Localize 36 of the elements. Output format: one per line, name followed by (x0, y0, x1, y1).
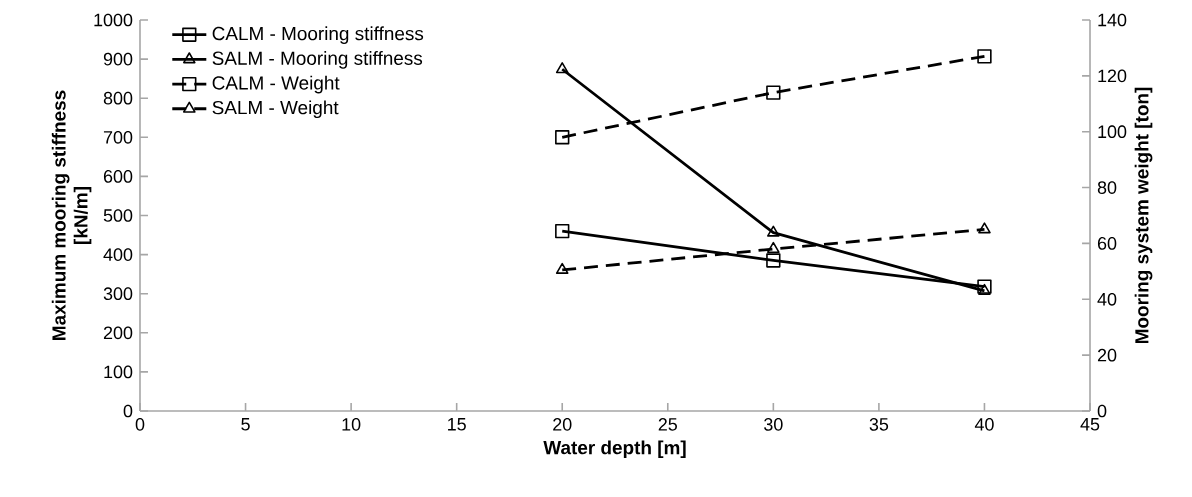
x-tick-label: 5 (241, 418, 250, 431)
y2-tick-label: 80 (1097, 181, 1117, 194)
legend-label: SALM - Weight (212, 100, 339, 119)
x-tick-label: 40 (974, 418, 994, 431)
y-tick-label: 200 (103, 326, 133, 340)
x-tick-label: 45 (1080, 418, 1100, 431)
y-tick-label: 0 (123, 404, 133, 418)
y2-tick-label: 60 (1097, 237, 1117, 250)
y2-tick-label: 140 (1098, 13, 1127, 27)
x-axis-title: Water depth [m] (543, 440, 686, 459)
y2-tick-label: 0 (1097, 404, 1107, 418)
y-axis-title: Maximum mooring stiffness [kN/m] (51, 90, 92, 340)
y-tick-label: 800 (103, 91, 133, 105)
y-tick-label: 300 (103, 287, 133, 301)
x-tick-label: 30 (764, 418, 783, 431)
legend-label: SALM - Mooring stiffness (212, 51, 423, 69)
y2-tick-label: 120 (1098, 69, 1127, 83)
y-tick-label: 600 (103, 170, 133, 183)
legend-label: CALM - Weight (212, 75, 340, 94)
y-tick-label: 900 (103, 52, 133, 66)
x-tick-label: 35 (869, 418, 889, 431)
y-tick-label: 100 (104, 365, 133, 379)
y2-tick-label: 20 (1097, 348, 1117, 362)
y2-tick-label: 40 (1097, 292, 1117, 306)
legend-label: CALM - Mooring stiffness (212, 26, 424, 45)
y-tick-label: 700 (103, 130, 133, 144)
y2-axis-title: Mooring system weight [ton] (1134, 87, 1153, 344)
x-tick-label: 25 (658, 418, 677, 431)
y-tick-label: 500 (103, 209, 133, 222)
x-tick-label: 15 (448, 418, 466, 431)
x-tick-label: 0 (135, 418, 145, 431)
y-tick-label: 400 (103, 248, 133, 261)
y2-tick-label: 100 (1098, 125, 1127, 139)
y-tick-label: 1000 (94, 13, 133, 27)
x-tick-label: 10 (342, 418, 361, 431)
x-tick-label: 20 (553, 418, 572, 431)
